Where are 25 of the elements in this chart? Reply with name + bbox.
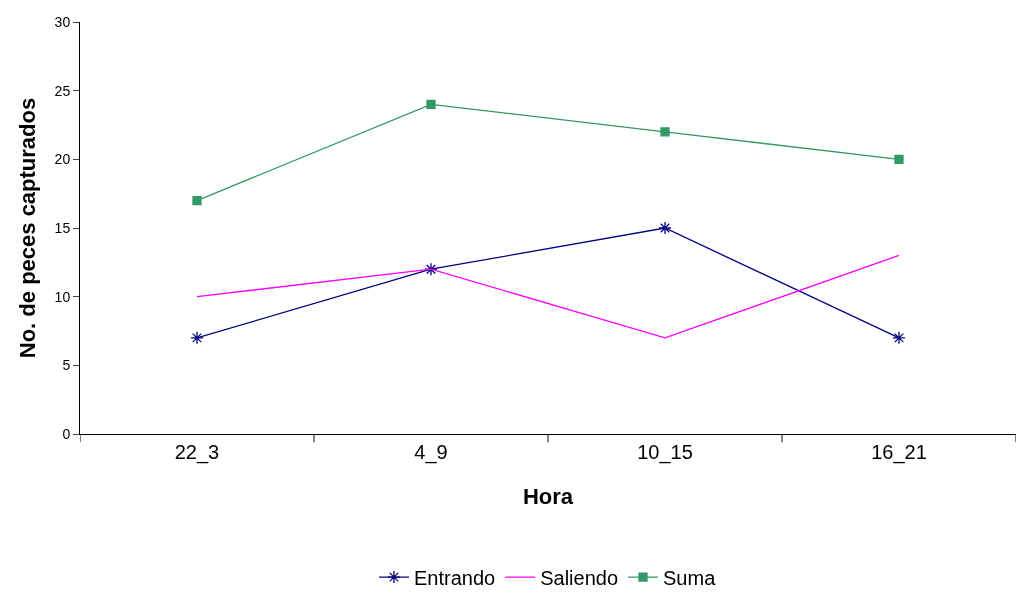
x-axis-title: Hora — [522, 483, 574, 509]
y-tick-label: 20 — [54, 151, 71, 168]
point — [660, 127, 670, 137]
point — [892, 331, 906, 345]
y-tick-label: 0 — [62, 425, 71, 442]
point — [424, 262, 438, 276]
y-axis-title: No. de peces capturados — [15, 97, 41, 359]
point — [192, 195, 202, 206]
y-tick-label: 10 — [54, 288, 71, 305]
y-tick-label: 25 — [54, 82, 71, 99]
x-tick-label: 22_3 — [174, 441, 220, 464]
y-tick-label: 15 — [54, 219, 71, 236]
y-tick-label: 30 — [54, 13, 71, 30]
y-tick-label: 5 — [62, 357, 71, 374]
line-series — [196, 254, 900, 339]
x-tick-label: 4_9 — [414, 441, 448, 464]
x-tick-label: 16_21 — [871, 441, 927, 464]
point — [426, 99, 436, 110]
point — [190, 331, 204, 345]
legend-label: Suma — [663, 566, 717, 589]
point — [658, 221, 672, 235]
legend-label: Saliendo — [540, 566, 619, 589]
point — [894, 154, 904, 164]
legend-label: Entrando — [414, 566, 496, 589]
x-tick-label: 10_15 — [637, 441, 693, 464]
